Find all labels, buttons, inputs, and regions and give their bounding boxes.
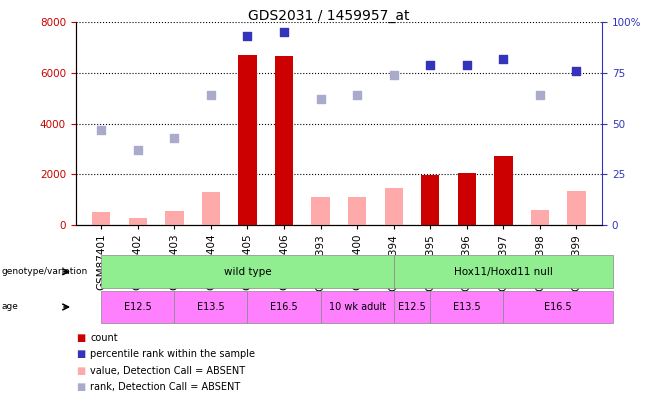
Text: age: age — [2, 303, 19, 311]
Point — [242, 33, 253, 40]
Text: ■: ■ — [76, 382, 85, 392]
Bar — [275, 56, 293, 225]
Point — [169, 134, 180, 141]
Point — [425, 62, 436, 68]
Bar — [165, 211, 184, 225]
Bar — [567, 191, 586, 225]
Text: ■: ■ — [76, 366, 85, 375]
Text: 10 wk adult: 10 wk adult — [328, 302, 386, 312]
Point — [206, 92, 216, 98]
Point — [498, 55, 509, 62]
Point — [315, 96, 326, 102]
Text: genotype/variation: genotype/variation — [2, 267, 88, 276]
Point — [132, 147, 143, 153]
Bar — [92, 212, 111, 225]
Bar — [384, 188, 403, 225]
Bar — [421, 175, 440, 225]
Text: ■: ■ — [76, 333, 85, 343]
Text: percentile rank within the sample: percentile rank within the sample — [90, 350, 255, 359]
Bar — [458, 173, 476, 225]
Text: GDS2031 / 1459957_at: GDS2031 / 1459957_at — [248, 9, 410, 23]
Bar — [129, 218, 147, 225]
Text: E12.5: E12.5 — [124, 302, 152, 312]
Point — [279, 29, 290, 36]
Text: E13.5: E13.5 — [453, 302, 480, 312]
Bar — [238, 55, 257, 225]
Bar — [311, 197, 330, 225]
Text: E13.5: E13.5 — [197, 302, 225, 312]
Bar — [494, 156, 513, 225]
Text: ■: ■ — [76, 350, 85, 359]
Point — [535, 92, 545, 98]
Point — [571, 68, 582, 74]
Point — [96, 126, 107, 133]
Text: E12.5: E12.5 — [398, 302, 426, 312]
Text: Hox11/Hoxd11 null: Hox11/Hoxd11 null — [454, 267, 553, 277]
Text: wild type: wild type — [224, 267, 271, 277]
Text: E16.5: E16.5 — [270, 302, 298, 312]
Point — [461, 62, 472, 68]
Text: E16.5: E16.5 — [544, 302, 572, 312]
Bar — [531, 210, 549, 225]
Bar — [348, 197, 367, 225]
Text: rank, Detection Call = ABSENT: rank, Detection Call = ABSENT — [90, 382, 240, 392]
Text: count: count — [90, 333, 118, 343]
Point — [388, 72, 399, 78]
Bar — [202, 192, 220, 225]
Point — [352, 92, 363, 98]
Text: value, Detection Call = ABSENT: value, Detection Call = ABSENT — [90, 366, 245, 375]
